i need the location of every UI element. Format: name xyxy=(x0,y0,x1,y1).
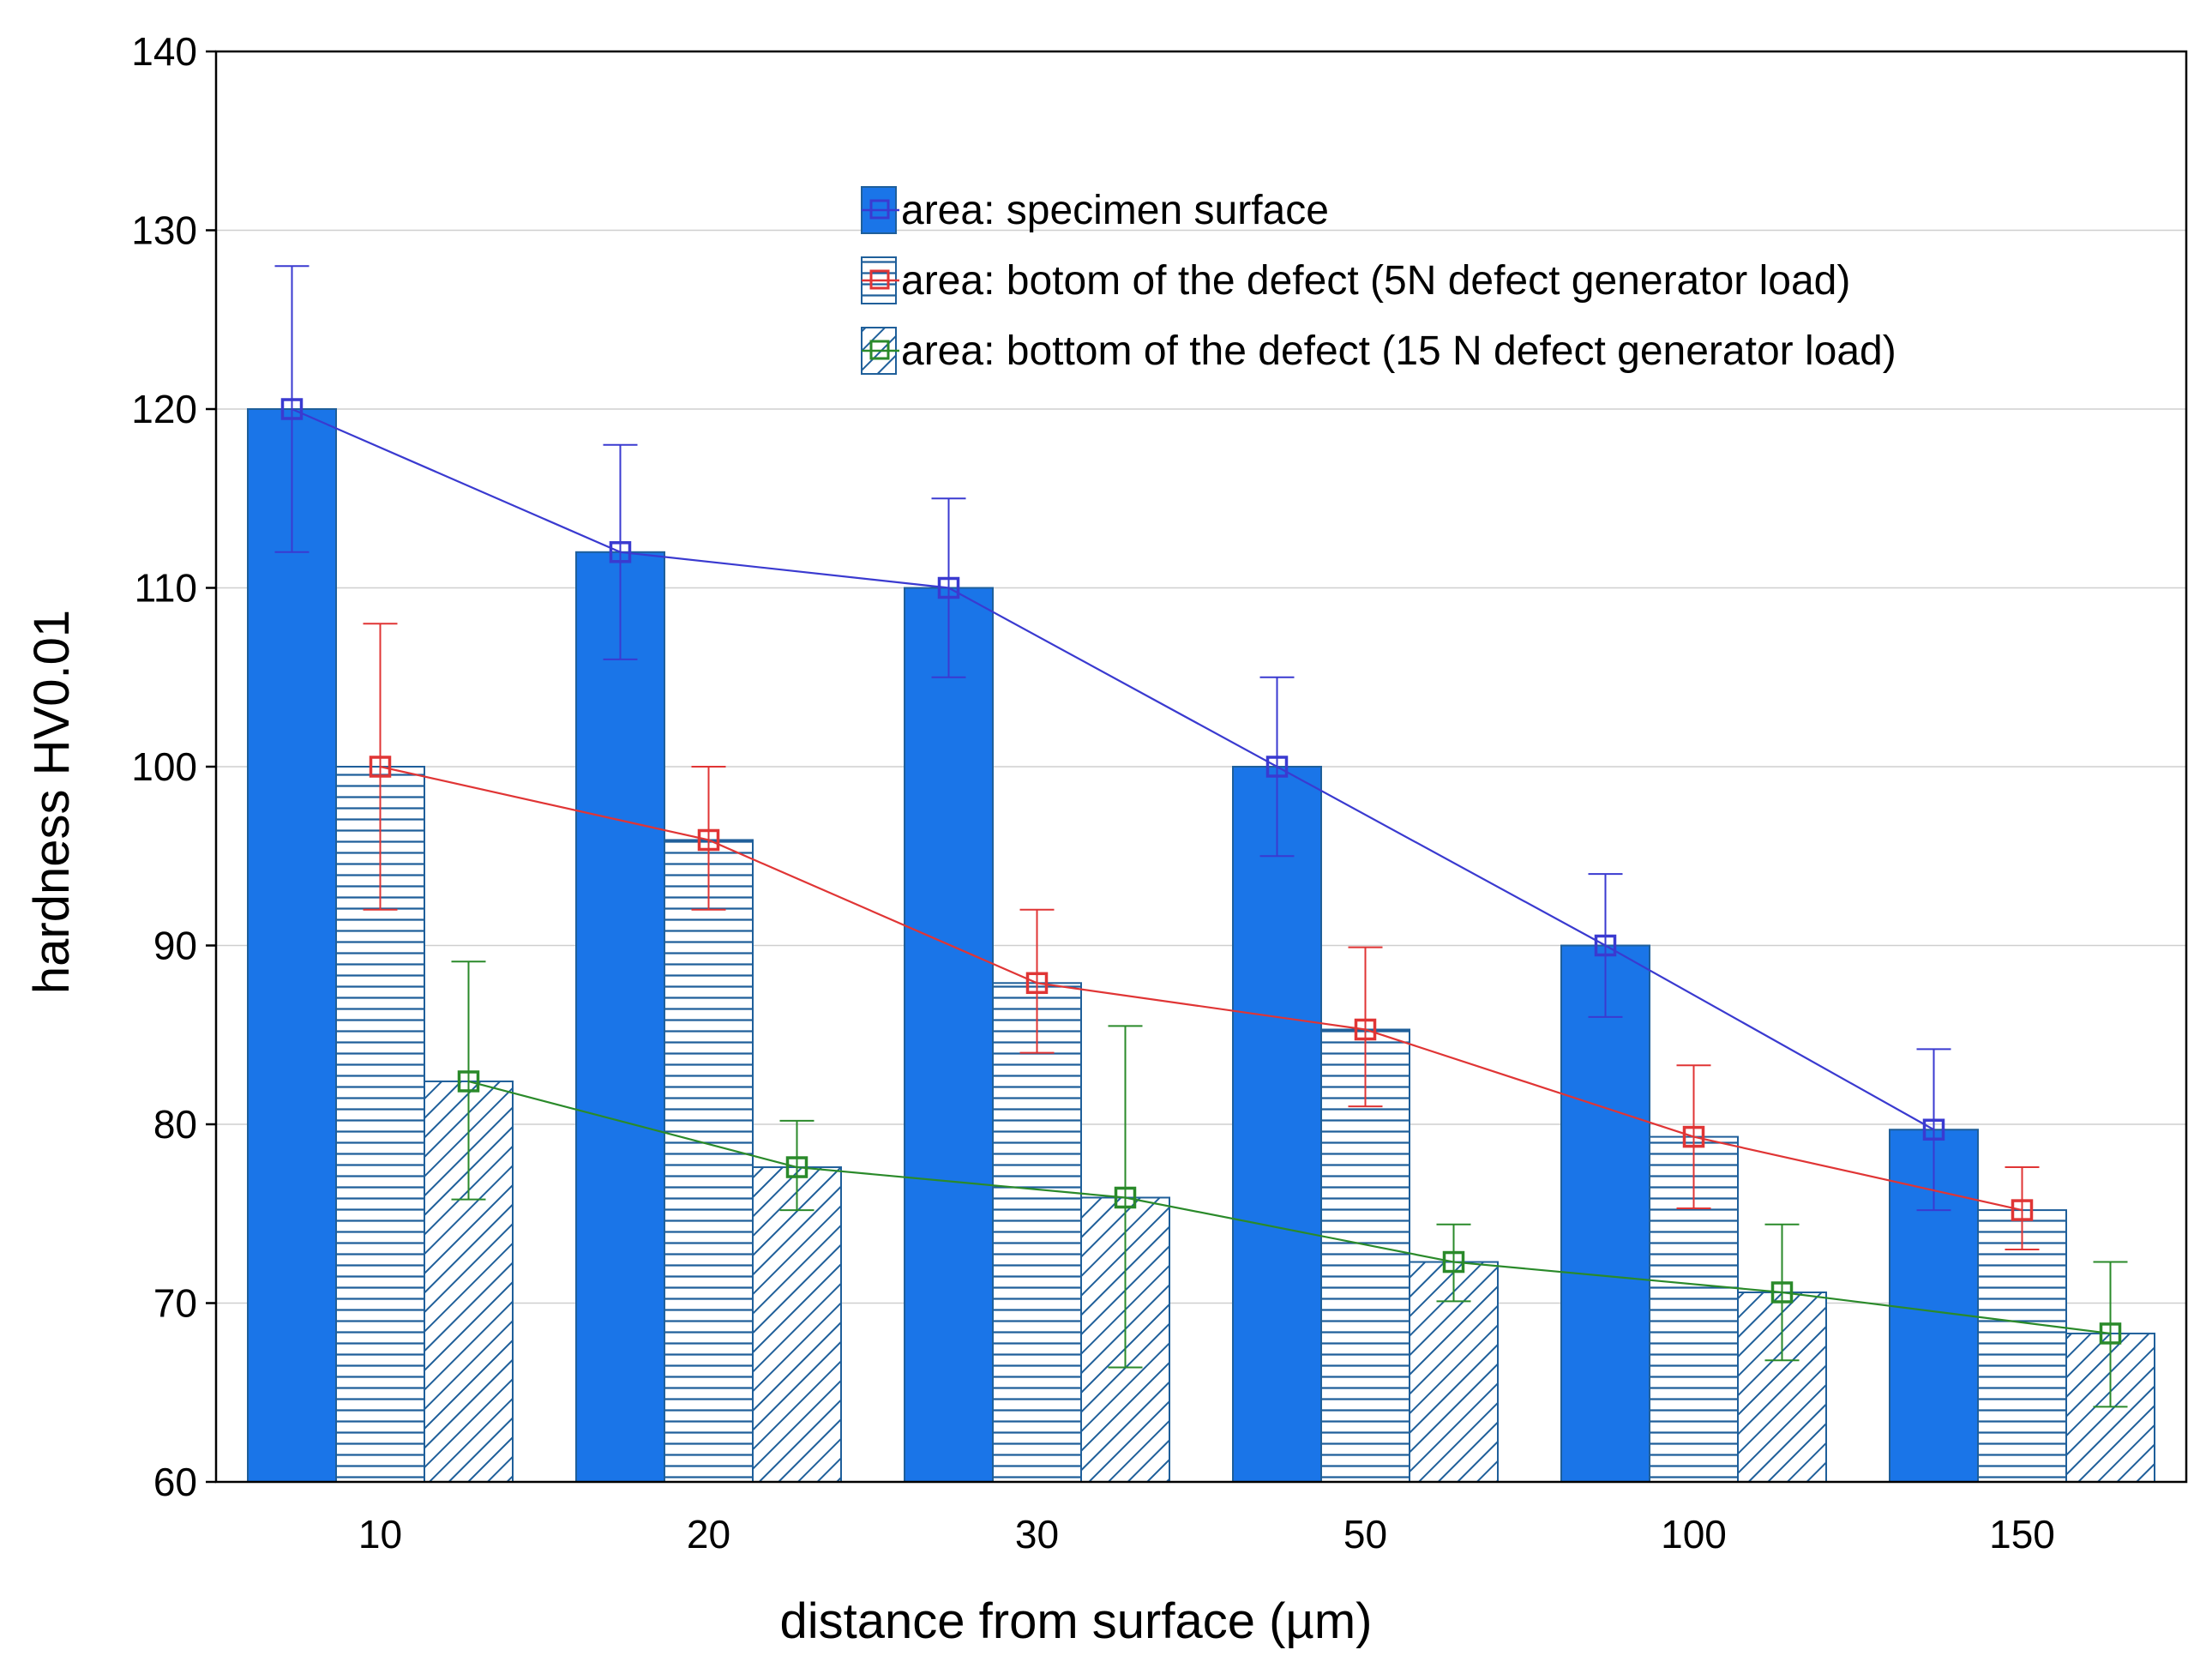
y-tick-label: 120 xyxy=(131,387,197,431)
x-tick-label: 50 xyxy=(1343,1512,1387,1557)
x-tick-label: 30 xyxy=(1015,1512,1059,1557)
y-tick-label: 110 xyxy=(135,566,197,611)
bar-series-0-0 xyxy=(247,408,337,1483)
marker-1-2 xyxy=(1025,972,1049,995)
legend-marker-2 xyxy=(869,340,890,360)
legend: area: specimen surface area: botom of the… xyxy=(861,186,1896,375)
x-tick-label: 100 xyxy=(1661,1512,1727,1557)
bar-series-2-1 xyxy=(752,1166,842,1484)
x-tick-label: 150 xyxy=(1989,1512,2055,1557)
bar-series-0-4 xyxy=(1560,944,1650,1483)
bar-series-0-1 xyxy=(575,551,665,1483)
bar-series-1-1 xyxy=(664,839,754,1483)
marker-1-4 xyxy=(1682,1125,1705,1148)
y-tick-label: 80 xyxy=(153,1102,197,1147)
y-tick-label: 60 xyxy=(153,1460,197,1504)
gridlines xyxy=(216,229,2186,1304)
series-line-0 xyxy=(292,407,1935,1131)
x-axis-title: distance from surface (µm) xyxy=(780,1593,1373,1649)
marker-2-0 xyxy=(457,1070,480,1093)
legend-label-2: area: bottom of the defect (15 N defect … xyxy=(901,328,1896,374)
legend-marker-0 xyxy=(869,199,890,220)
marker-0-1 xyxy=(609,541,632,563)
series-line-1 xyxy=(380,765,2023,1212)
bar-series-0-3 xyxy=(1232,766,1322,1483)
bar-series-1-2 xyxy=(992,982,1082,1484)
y-tick-label: 140 xyxy=(131,29,197,74)
marker-1-0 xyxy=(369,756,392,778)
y-axis-title: hardness HV0.01 xyxy=(24,610,80,994)
marker-1-1 xyxy=(697,828,720,852)
marker-2-4 xyxy=(1770,1281,1794,1304)
tick-labels: 60 70 80 90 100 110 120 130 140 10 20 30 50 100 150 xyxy=(131,29,2055,1557)
marker-1-5 xyxy=(2011,1199,2034,1221)
legend-label-0: area: specimen surface xyxy=(901,188,1329,233)
y-tick-label: 90 xyxy=(153,924,197,968)
bar-series-1-5 xyxy=(1977,1209,2067,1483)
marker-2-1 xyxy=(785,1156,808,1178)
marker-0-3 xyxy=(1265,756,1289,778)
legend-marker-1 xyxy=(869,269,890,290)
y-tick-label: 100 xyxy=(131,744,197,789)
marker-2-3 xyxy=(1442,1250,1465,1274)
marker-0-2 xyxy=(937,576,960,599)
series-lines xyxy=(274,265,2128,1408)
marker-1-3 xyxy=(1354,1018,1377,1041)
x-tick-label: 10 xyxy=(358,1512,402,1557)
marker-0-4 xyxy=(1594,934,1617,957)
marker-2-2 xyxy=(1114,1186,1137,1209)
bar-series-0-2 xyxy=(904,587,994,1483)
marker-0-5 xyxy=(1922,1118,1945,1141)
x-tick-label: 20 xyxy=(687,1512,730,1557)
y-tick-label: 70 xyxy=(153,1281,197,1326)
legend-label-1: area: botom of the defect (5N defect gen… xyxy=(901,258,1850,304)
marker-2-5 xyxy=(2099,1322,2122,1345)
y-tick-label: 130 xyxy=(131,208,197,253)
marker-0-0 xyxy=(280,398,304,420)
series-line-2 xyxy=(468,1080,2111,1335)
